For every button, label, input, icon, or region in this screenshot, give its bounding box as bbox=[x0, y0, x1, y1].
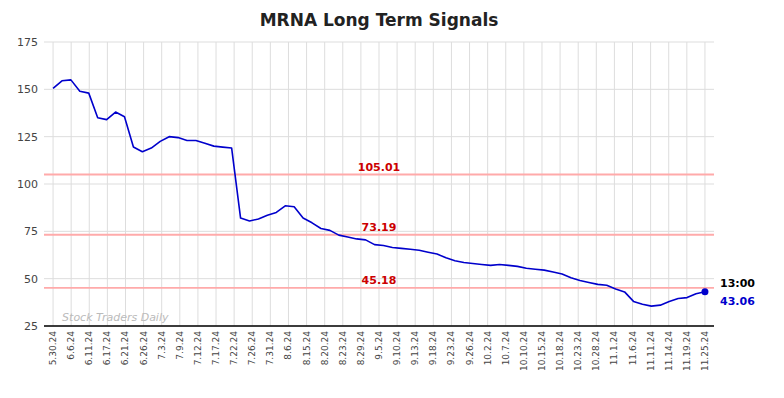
x-grid-line bbox=[668, 42, 669, 326]
x-grid-line bbox=[614, 42, 615, 326]
y-tick-label: 100 bbox=[17, 178, 38, 191]
reference-line bbox=[44, 234, 714, 236]
x-grid-line bbox=[397, 42, 398, 326]
x-tick-label: 10.2.24 bbox=[483, 331, 493, 366]
x-grid-line bbox=[197, 42, 198, 326]
last-point bbox=[701, 288, 708, 295]
x-tick-label: 9.5.24 bbox=[374, 331, 384, 360]
x-grid-line bbox=[270, 42, 271, 326]
reference-label: 73.19 bbox=[362, 221, 397, 234]
x-grid-line bbox=[686, 42, 687, 326]
x-grid-line bbox=[342, 42, 343, 326]
y-tick-label: 150 bbox=[17, 83, 38, 96]
background bbox=[0, 0, 784, 398]
x-grid-line bbox=[71, 42, 72, 326]
x-tick-label: 10.15.24 bbox=[537, 331, 547, 371]
x-tick-label: 7.17.24 bbox=[211, 331, 221, 366]
x-tick-label: 9.23.24 bbox=[446, 331, 456, 366]
plot-area bbox=[44, 80, 714, 306]
x-grid-line bbox=[288, 42, 289, 326]
x-grid-line bbox=[487, 42, 488, 326]
x-tick-label: 8.15.24 bbox=[302, 331, 312, 366]
x-tick-label: 6.17.24 bbox=[102, 331, 112, 366]
y-grid-line bbox=[44, 326, 714, 327]
x-grid-line bbox=[505, 42, 506, 326]
x-tick-label: 8.29.24 bbox=[356, 331, 366, 366]
x-tick-label: 8.23.24 bbox=[338, 331, 348, 366]
x-grid-line bbox=[53, 42, 54, 326]
x-tick-label: 10.10.24 bbox=[519, 331, 529, 371]
grid bbox=[44, 42, 714, 326]
x-grid-line bbox=[234, 42, 235, 326]
x-grid-line bbox=[415, 42, 416, 326]
y-tick-label: 25 bbox=[24, 320, 38, 333]
x-grid-line bbox=[578, 42, 579, 326]
x-tick-label: 6.21.24 bbox=[120, 331, 130, 366]
x-grid-line bbox=[451, 42, 452, 326]
x-tick-label: 5.30.24 bbox=[48, 331, 58, 366]
x-grid-line bbox=[632, 42, 633, 326]
x-tick-label: 8.20.24 bbox=[320, 331, 330, 366]
x-tick-label: 7.9.24 bbox=[175, 331, 185, 360]
x-grid-line bbox=[523, 42, 524, 326]
x-tick-label: 9.13.24 bbox=[410, 331, 420, 366]
x-tick-label: 11.25.24 bbox=[700, 331, 710, 371]
x-tick-label: 7.3.24 bbox=[157, 331, 167, 360]
x-grid-line bbox=[306, 42, 307, 326]
x-tick-label: 10.7.24 bbox=[501, 331, 511, 366]
x-tick-label: 9.10.24 bbox=[392, 331, 402, 366]
x-grid-line bbox=[560, 42, 561, 326]
y-tick-label: 125 bbox=[17, 131, 38, 144]
x-grid-line bbox=[89, 42, 90, 326]
reference-label: 45.18 bbox=[362, 274, 397, 287]
title: MRNA Long Term Signals bbox=[260, 10, 499, 30]
y-tick-label: 175 bbox=[17, 36, 38, 49]
x-tick-label: 6.11.24 bbox=[84, 331, 94, 366]
annotation: 13:00 bbox=[720, 277, 755, 290]
x-grid-line bbox=[161, 42, 162, 326]
x-tick-label: 8.6.24 bbox=[283, 331, 293, 360]
x-tick-label: 11.6.24 bbox=[628, 331, 638, 366]
y-tick-label: 50 bbox=[24, 273, 38, 286]
x-grid-line bbox=[125, 42, 126, 326]
x-grid-line bbox=[324, 42, 325, 326]
x-tick-label: 11.1.24 bbox=[609, 331, 619, 366]
y-tick-label: 75 bbox=[24, 225, 38, 238]
x-tick-label: 11.14.24 bbox=[664, 331, 674, 371]
x-tick-label: 10.18.24 bbox=[555, 331, 565, 371]
x-tick-label: 6.26.24 bbox=[139, 331, 149, 366]
price-line bbox=[53, 80, 705, 306]
reference-label: 105.01 bbox=[358, 161, 400, 174]
x-tick-label: 7.22.24 bbox=[229, 331, 239, 366]
watermark: Stock Traders Daily bbox=[62, 311, 169, 324]
x-tick-label: 9.18.24 bbox=[428, 331, 438, 366]
x-grid-line bbox=[433, 42, 434, 326]
x-tick-label: 7.12.24 bbox=[193, 331, 203, 366]
x-grid-line bbox=[541, 42, 542, 326]
annotation: 43.06 bbox=[720, 295, 755, 308]
x-tick-label: 10.28.24 bbox=[591, 331, 601, 371]
x-tick-label: 7.26.24 bbox=[247, 331, 257, 366]
reference-line bbox=[44, 174, 714, 176]
x-grid-line bbox=[252, 42, 253, 326]
x-grid-line bbox=[216, 42, 217, 326]
x-tick-label: 6.6.24 bbox=[66, 331, 76, 360]
x-grid-line bbox=[469, 42, 470, 326]
x-axis-line bbox=[44, 325, 714, 327]
x-grid-line bbox=[650, 42, 651, 326]
x-tick-label: 9.26.24 bbox=[465, 331, 475, 366]
x-tick-label: 7.31.24 bbox=[265, 331, 275, 366]
x-tick-label: 11.11.24 bbox=[646, 331, 656, 371]
x-grid-line bbox=[143, 42, 144, 326]
x-grid-line bbox=[704, 42, 705, 326]
x-tick-label: 10.23.24 bbox=[573, 331, 583, 371]
x-tick-label: 11.19.24 bbox=[682, 331, 692, 371]
x-grid-line bbox=[179, 42, 180, 326]
x-grid-line bbox=[107, 42, 108, 326]
